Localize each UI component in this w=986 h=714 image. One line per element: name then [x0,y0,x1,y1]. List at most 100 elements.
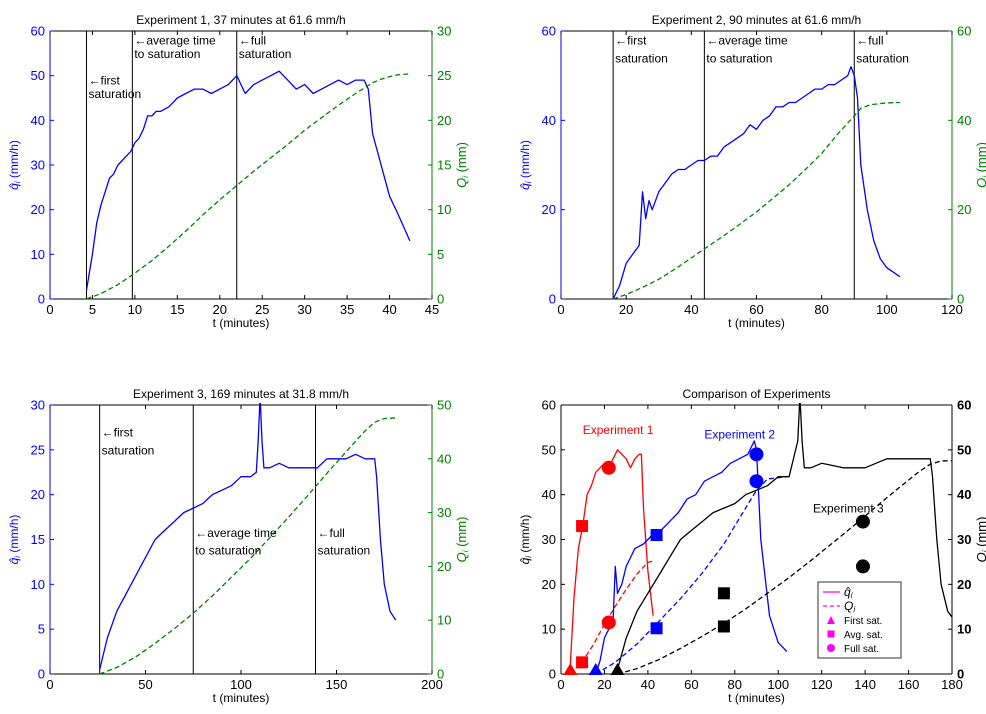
y-tick-label-right: 50 [437,398,451,413]
y-tick-label-right: 50 [957,442,971,457]
annotation-text: to saturation [195,544,261,558]
y-tick-label-left: 30 [542,532,556,547]
chart-title: Comparison of Experiments [682,387,830,401]
y-tick-label-left: 0 [549,667,556,682]
q-series-line-1 [99,403,397,670]
annotation-text: saturation [239,47,292,61]
y-tick-label-left: 5 [38,622,45,637]
q-series-line-3 [595,440,788,675]
y-tick-label-right: 20 [957,202,971,217]
x-tick-label: 150 [326,677,348,692]
legend-square [827,630,835,638]
y-axis-label-right: Qi (mm) [974,142,986,188]
x-tick-label: 50 [138,677,152,692]
y-tick-label-right: 0 [437,667,444,682]
y-tick-label-right: 0 [957,667,964,682]
Q-series-line-2 [86,73,410,300]
annotation-text: ←first [102,425,134,439]
y-tick-label-right: 60 [957,398,971,413]
annotation-text: ←full [317,526,344,540]
y-tick-label-right: 20 [957,577,971,592]
x-tick-label: 100 [230,677,252,692]
y-tick-label-right: 60 [957,24,971,39]
x-tick-label: 100 [767,677,789,692]
experiment-label: Experiment 1 [583,423,654,437]
y-tick-label-right: 40 [957,487,971,502]
annotation-text: ←average time [706,33,788,47]
y-tick-label-right: 40 [957,113,971,128]
x-axis-label: t (minutes) [728,316,785,330]
Q-series-line-6 [617,460,952,675]
y-tick-label-right: 30 [437,24,451,39]
y-tick-label-left: 30 [31,398,45,413]
full-sat-marker [749,474,764,489]
y-axis-label-right: Qi (mm) [454,142,470,188]
x-axis-label: t (minutes) [728,691,785,705]
x-tick-label: 60 [684,677,698,692]
y-tick-label-right: 20 [437,559,451,574]
x-tick-label: 30 [297,302,311,317]
y-tick-label-right: 15 [437,158,451,173]
full-sat-marker [601,460,616,475]
full-sat-marker [855,559,870,574]
x-tick-label: 5 [89,302,96,317]
y-tick-label-left: 40 [542,113,556,128]
plot-area [85,31,411,300]
x-tick-label: 140 [854,677,876,692]
x-tick-label: 35 [340,302,354,317]
y-tick-label-left: 60 [31,24,45,39]
legend-triangle [827,616,835,624]
y-tick-label-left: 60 [542,24,556,39]
x-tick-label: 80 [728,677,742,692]
x-tick-label: 15 [170,302,184,317]
y-tick-label-left: 10 [542,622,556,637]
first-sat-marker [588,663,603,675]
avg-sat-marker [717,587,730,600]
legend-entry-label: Qi [844,599,855,614]
legend-circle [827,644,835,652]
y-tick-label-left: 0 [38,667,45,682]
y-tick-label-left: 0 [38,292,45,307]
y-tick-label-left: 60 [542,398,556,413]
plot-area [569,403,952,675]
y-axis-label-left: q̂i (mm/h) [518,140,533,190]
y-tick-label-right: 0 [437,292,444,307]
q-series-line-1 [612,66,901,300]
x-tick-label: 60 [749,302,763,317]
legend: q̂iQi First sat. Avg. sat. Full sat. [817,581,902,659]
plot-area [612,31,901,300]
avg-sat-marker [650,622,663,635]
Q-series-line-2 [99,417,396,675]
x-tick-label: 25 [255,302,269,317]
legend-entry-label: Avg. sat. [844,630,883,641]
experiment-label: Experiment 3 [813,502,884,516]
x-tick-label: 180 [941,677,963,692]
y-tick-label-right: 30 [957,532,971,547]
x-tick-label: 100 [876,302,898,317]
y-axis-label-right: Qi (mm) [454,517,470,563]
x-tick-label: 0 [557,677,564,692]
y-tick-label-left: 30 [31,158,45,173]
y-tick-label-right: 5 [437,247,444,262]
y-axis-label-left: q̂i (mm/h) [7,140,22,190]
Q-series-line-2 [612,101,900,300]
y-tick-label-right: 40 [437,451,451,466]
experiment-label: Experiment 2 [704,428,775,442]
annotation-text: saturation [102,443,155,457]
annotation-text: to saturation [706,51,772,65]
x-tick-label: 0 [557,302,564,317]
x-tick-label: 80 [814,302,828,317]
y-tick-label-right: 30 [437,505,451,520]
y-axis-label-left: q̂i (mm/h) [518,515,533,565]
x-axis-label: t (minutes) [213,316,270,330]
x-tick-label: 10 [128,302,142,317]
annotation-text: saturation [615,51,668,65]
q-series-line-1 [85,70,411,291]
y-tick-label-left: 40 [31,113,45,128]
y-tick-label-left: 25 [31,442,45,457]
x-axis-label: t (minutes) [213,691,270,705]
y-tick-label-right: 10 [437,202,451,217]
annotation-text: ←full [239,33,266,47]
legend-entry-label: q̂i [844,585,853,600]
